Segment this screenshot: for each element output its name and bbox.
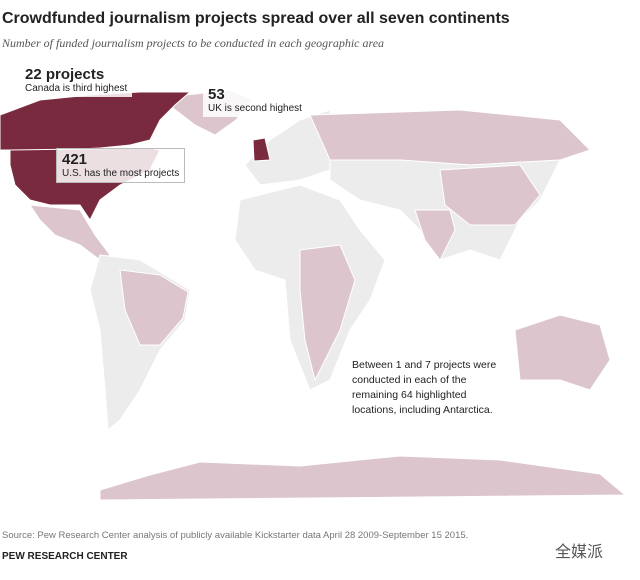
subtitle: Number of funded journalism projects to … <box>2 36 385 50</box>
mexico <box>28 204 111 261</box>
callout-note: Canada is third highest <box>25 83 128 94</box>
callout-note: UK is second highest <box>208 103 302 114</box>
world-map <box>0 89 627 501</box>
antarctica <box>99 455 627 501</box>
us-callout: 421 U.S. has the most projects <box>56 148 186 183</box>
credit: PEW RESEARCH CENTER <box>2 551 128 562</box>
uk-callout: 53 UK is second highest <box>203 84 307 117</box>
china <box>439 164 541 226</box>
callout-value: 421 <box>62 151 88 168</box>
brazil <box>119 269 189 346</box>
map-note: Between 1 and 7 projects were conducted … <box>352 359 497 416</box>
callout-value: 22 projects <box>25 66 105 83</box>
callout-value: 53 <box>208 86 225 103</box>
india <box>414 209 456 261</box>
source: Source: Pew Research Center analysis of … <box>2 530 469 541</box>
russia <box>309 109 591 166</box>
canada <box>0 91 192 151</box>
title: Crowdfunded journalism projects spread o… <box>2 10 510 27</box>
united-kingdom <box>252 137 271 162</box>
africa-highlight <box>299 244 356 382</box>
canada-callout: 22 projects Canada is third highest <box>20 64 133 97</box>
watermark: 全媒派 <box>555 544 604 561</box>
countries <box>0 89 627 501</box>
australia <box>514 314 611 391</box>
callout-note: U.S. has the most projects <box>62 168 180 179</box>
